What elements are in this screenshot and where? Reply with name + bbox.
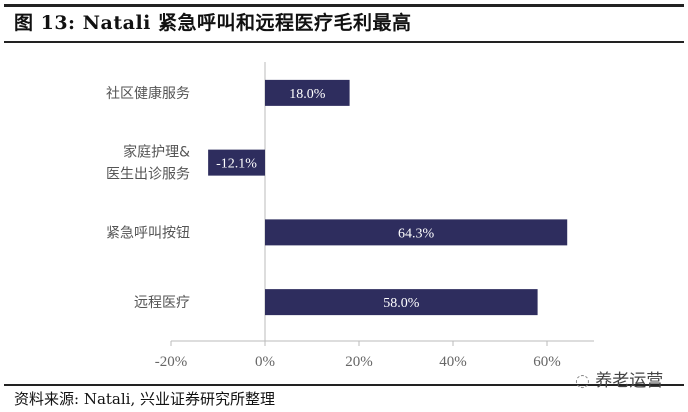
x-tick-label: -20% [155,354,188,370]
bar [208,149,265,176]
bar [265,219,568,246]
x-tick-label: 40% [439,354,467,370]
watermark: ◌ 养老运营 [575,366,663,391]
bar [265,289,538,316]
category-label: 远程医疗 [134,295,190,311]
category-label: 医生出诊服务 [106,167,190,183]
category-label: 紧急呼叫按钮 [106,225,190,241]
data-label: 64.3% [398,226,435,241]
data-label: -12.1% [216,157,257,172]
data-label: 58.0% [383,296,420,311]
category-label: 家庭护理& [123,144,190,161]
x-tick-label: 60% [533,354,561,370]
footer-rule [4,384,684,386]
x-tick-label: 0% [255,354,275,370]
top-rule [4,4,684,7]
title-rule [4,41,684,43]
bar [265,79,350,106]
wechat-icon: ◌ [575,371,596,391]
x-tick-label: 20% [345,354,373,370]
watermark-text: 养老运营 [595,371,664,391]
data-label: 18.0% [289,87,326,102]
chart-title: 图 13: Natali 紧急呼叫和远程医疗毛利最高 [14,12,412,34]
source-note: 资料来源: Natali, 兴业证券研究所整理 [14,390,275,408]
category-label: 社区健康服务 [106,85,190,102]
